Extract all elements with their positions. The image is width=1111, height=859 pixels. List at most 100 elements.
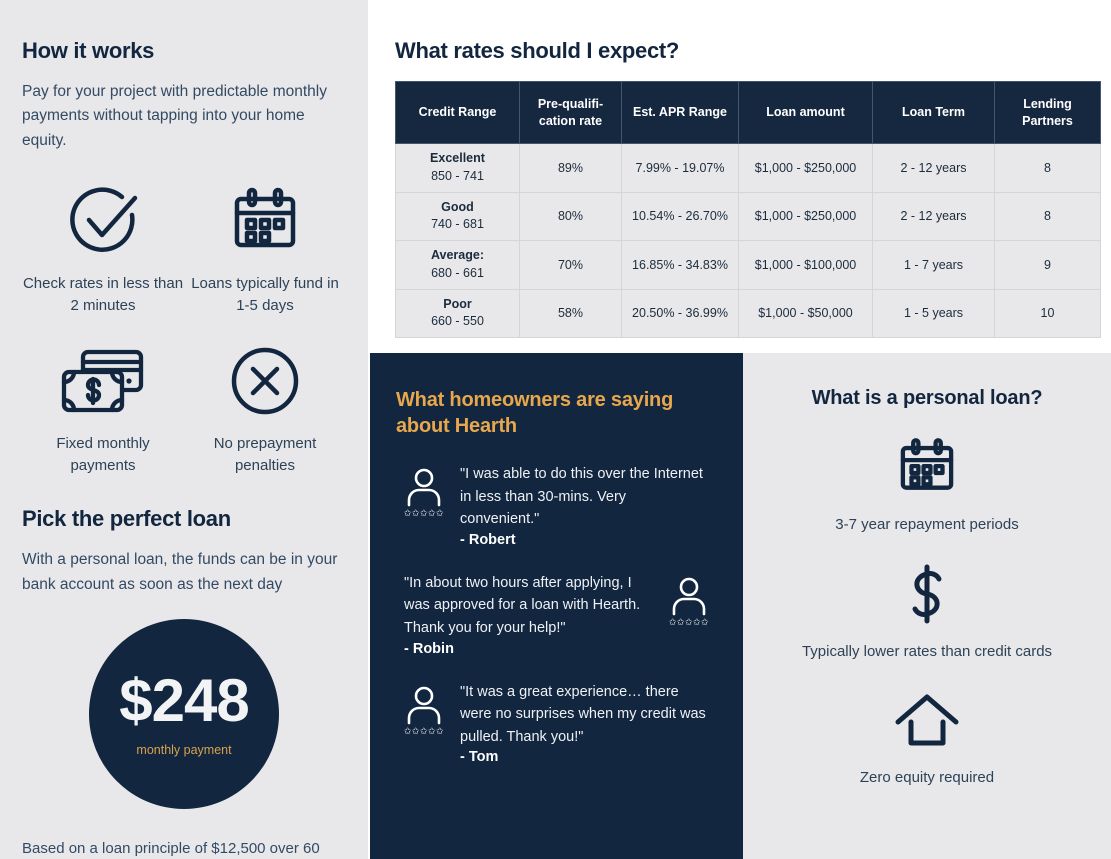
feature-fixed-payments-label: Fixed monthly payments [56, 434, 150, 474]
credit-grade: Excellent [430, 151, 485, 165]
cell-lending-partners: 9 [994, 240, 1101, 290]
check-circle-icon [22, 179, 184, 263]
credit-score-range: 660 - 550 [431, 314, 484, 329]
testimonial-text-block: "I was able to do this over the Internet… [452, 463, 717, 548]
cell-credit-range: Average: 680 - 661 [395, 240, 520, 290]
star-rating: ✩✩✩✩✩ [403, 508, 445, 518]
column-header-credit-range: Credit Range [395, 81, 520, 144]
cell-credit-range: Good 740 - 681 [395, 191, 520, 241]
testimonial-item: ✩✩✩✩✩ "I was able to do this over the In… [396, 463, 717, 548]
user-avatar-icon [407, 686, 441, 724]
table-row: Excellent 850 - 741 89% 7.99% - 19.07% $… [395, 143, 1101, 193]
rates-panel: What rates should I expect? Credit Range… [368, 0, 1111, 353]
cell-credit-range: Excellent 850 - 741 [395, 143, 520, 193]
cell-loan-term: 2 - 12 years [872, 191, 995, 241]
cell-lending-partners: 8 [994, 191, 1101, 241]
column-header-loan-amount: Loan amount [738, 81, 873, 144]
personal-loan-title: What is a personal loan? [811, 387, 1043, 409]
header-line: Lending [1023, 97, 1072, 111]
rates-table: Credit Range Pre-qualifi-cation rate Est… [395, 81, 1101, 338]
cell-lending-partners: 8 [994, 143, 1101, 193]
testimonial-item: ✩✩✩✩✩ "It was a great experience… there … [396, 681, 717, 766]
cell-loan-amount: $1,000 - $50,000 [738, 288, 873, 338]
cell-loan-amount: $1,000 - $100,000 [738, 240, 873, 290]
testimonials-panel: What homeowners are saying about Hearth … [370, 353, 743, 859]
rates-title: What rates should I expect? [395, 38, 680, 63]
personal-loan-benefit-equity-label: Zero equity required [859, 769, 995, 786]
cell-prequal-rate: 89% [519, 143, 622, 193]
avatar: ✩✩✩✩✩ [661, 572, 717, 657]
header-line: Loan Term [902, 105, 965, 120]
cell-loan-amount: $1,000 - $250,000 [738, 143, 873, 193]
pick-loan-section: Pick the perfect loan With a personal lo… [22, 506, 346, 859]
feature-no-prepayment: No prepayment penalties [184, 339, 346, 477]
star-rating: ✩✩✩✩✩ [403, 725, 445, 736]
how-it-works-body: Pay for your project with predictable mo… [22, 83, 327, 149]
monthly-payment-label: monthly payment [136, 743, 232, 758]
calendar-icon [184, 179, 346, 263]
cell-apr-range: 10.54% - 26.70% [621, 191, 739, 241]
feature-no-prepayment-label: No prepayment penalties [213, 434, 317, 474]
loan-footnote-text: Based on a loan principle of $12,500 ove… [22, 840, 320, 858]
cash-card-icon [22, 339, 184, 423]
credit-grade: Average: [430, 248, 485, 262]
testimonial-quote: "In about two hours after applying, I wa… [404, 574, 641, 637]
cell-prequal-rate: 58% [519, 288, 622, 338]
personal-loan-panel: What is a personal loan? 3-7 year repaym… [743, 353, 1111, 859]
testimonial-text-block: "In about two hours after applying, I wa… [396, 572, 661, 657]
x-circle-icon [184, 339, 346, 423]
feature-check-rates: Check rates in less than 2 minutes [22, 179, 184, 317]
personal-loan-benefit-repayment: 3-7 year repayment periods [763, 436, 1091, 537]
cell-apr-range: 16.85% - 34.83% [621, 240, 739, 290]
column-header-lending-partners: Lending Partners [994, 81, 1101, 144]
testimonial-item: ✩✩✩✩✩ "In about two hours after applying… [396, 572, 717, 657]
star-rating: ✩✩✩✩✩ [668, 616, 710, 627]
cell-lending-partners: 10 [994, 288, 1101, 338]
monthly-payment-badge-wrap: $248 monthly payment [22, 619, 346, 810]
dollar-sign-icon [763, 563, 1091, 625]
column-header-loan-term: Loan Term [872, 81, 995, 144]
monthly-payment-amount: $248 [119, 667, 249, 735]
personal-loan-benefit-rates-label: Typically lower rates than credit cards [801, 642, 1053, 660]
personal-loan-benefit-repayment-label: 3-7 year repayment periods [835, 516, 1019, 533]
header-line: Loan amount [766, 105, 845, 120]
credit-score-range: 850 - 741 [431, 168, 484, 183]
cell-credit-range: Poor 660 - 550 [395, 288, 520, 338]
monthly-payment-badge: $248 monthly payment [89, 619, 279, 810]
cell-loan-term: 1 - 7 years [872, 240, 995, 290]
cell-loan-term: 1 - 5 years [872, 288, 995, 338]
how-it-works-panel: How it works Pay for your project with p… [0, 0, 368, 859]
column-header-apr-range: Est. APR Range [621, 81, 739, 144]
testimonial-quote: "I was able to do this over the Internet… [460, 466, 703, 528]
testimonial-text-block: "It was a great experience… there were n… [452, 681, 717, 766]
feature-loan-funding: Loans typically fund in 1-5 days [184, 179, 346, 317]
cell-apr-range: 7.99% - 19.07% [621, 143, 739, 193]
testimonials-title: What homeowners are saying about Hearth [396, 389, 674, 437]
feature-loan-funding-label: Loans typically fund in 1-5 days [191, 275, 339, 315]
user-avatar-icon [407, 468, 441, 507]
feature-check-rates-label: Check rates in less than 2 minutes [22, 275, 184, 315]
table-row: Average: 680 - 661 70% 16.85% - 34.83% $… [395, 240, 1101, 290]
how-it-works-feature-grid: Check rates in less than 2 minutes [22, 179, 346, 476]
avatar: ✩✩✩✩✩ [396, 681, 452, 766]
feature-fixed-payments: Fixed monthly payments [22, 339, 184, 477]
testimonial-author: - Tom [460, 749, 499, 766]
cell-loan-amount: $1,000 - $250,000 [738, 191, 873, 241]
credit-score-range: 740 - 681 [431, 217, 484, 232]
header-line: Est. APR Range [632, 105, 727, 120]
personal-loan-benefit-rates: Typically lower rates than credit cards [763, 563, 1091, 664]
column-header-prequal-rate: Pre-qualifi-cation rate [519, 81, 622, 144]
home-outline-icon [763, 689, 1091, 751]
cell-prequal-rate: 80% [519, 191, 622, 241]
header-line: Credit Range [418, 105, 497, 120]
table-row: Good 740 - 681 80% 10.54% - 26.70% $1,00… [395, 191, 1101, 241]
loan-footnote: Based on a loan principle of $12,500 ove… [22, 837, 346, 859]
testimonial-quote: "It was a great experience… there were n… [460, 683, 706, 745]
pick-loan-title: Pick the perfect loan [22, 506, 231, 532]
table-row: Poor 660 - 550 58% 20.50% - 36.99% $1,00… [395, 288, 1101, 338]
cell-loan-term: 2 - 12 years [872, 143, 995, 193]
credit-score-range: 680 - 661 [431, 265, 484, 280]
credit-grade: Poor [443, 296, 472, 311]
testimonial-author: - Robert [460, 531, 516, 548]
